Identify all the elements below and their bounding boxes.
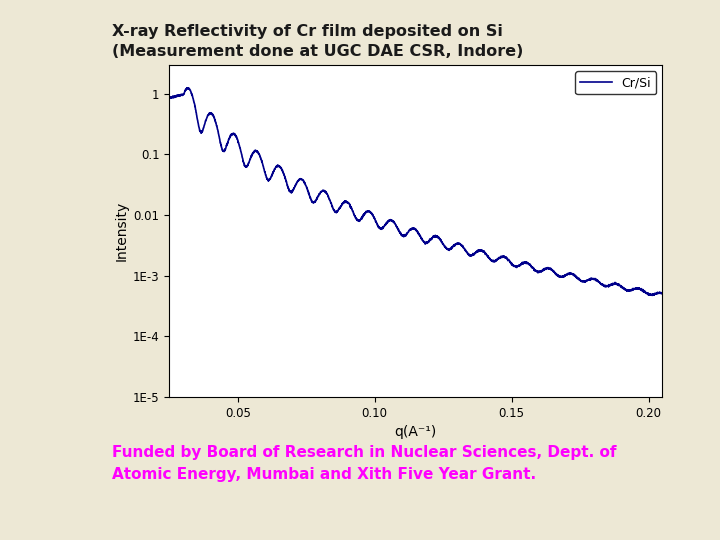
Cr/Si bbox=[165, 94, 174, 100]
Y-axis label: Intensity: Intensity bbox=[114, 201, 129, 261]
Legend: Cr/Si: Cr/Si bbox=[575, 71, 656, 94]
Line: Cr/Si: Cr/Si bbox=[169, 88, 662, 295]
Text: (Measurement done at UGC DAE CSR, Indore): (Measurement done at UGC DAE CSR, Indore… bbox=[112, 44, 523, 59]
Text: Atomic Energy, Mumbai and Xith Five Year Grant.: Atomic Energy, Mumbai and Xith Five Year… bbox=[112, 467, 536, 482]
Cr/Si bbox=[183, 85, 192, 91]
Text: Funded by Board of Research in Nuclear Sciences, Dept. of: Funded by Board of Research in Nuclear S… bbox=[112, 446, 616, 461]
X-axis label: q(A⁻¹): q(A⁻¹) bbox=[395, 425, 437, 439]
Cr/Si bbox=[649, 291, 657, 298]
Text: X-ray Reflectivity of Cr film deposited on Si: X-ray Reflectivity of Cr film deposited … bbox=[112, 24, 503, 39]
Cr/Si bbox=[354, 218, 363, 224]
Cr/Si bbox=[221, 145, 230, 152]
Cr/Si bbox=[376, 225, 384, 231]
Cr/Si bbox=[595, 279, 604, 286]
Cr/Si bbox=[648, 292, 657, 299]
Cr/Si bbox=[658, 290, 667, 296]
Cr/Si bbox=[251, 147, 259, 154]
